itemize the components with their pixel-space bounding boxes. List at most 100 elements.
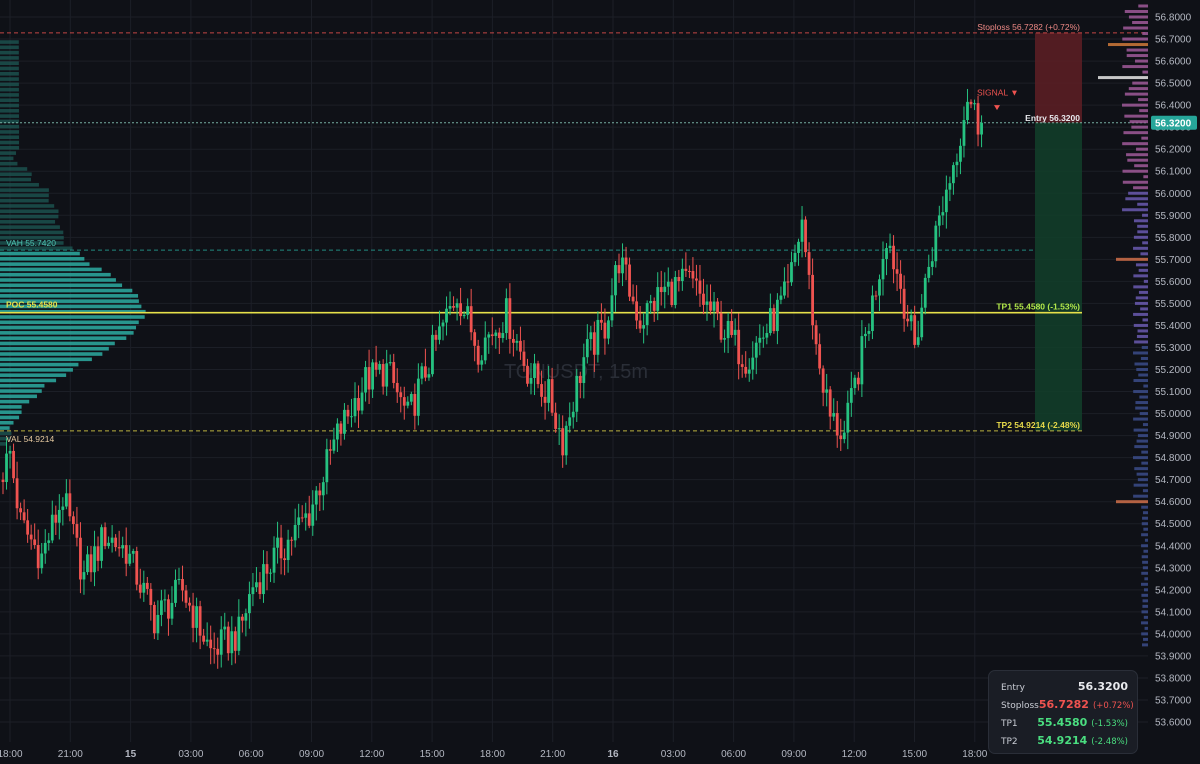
candle-body [318, 490, 322, 496]
candle [50, 500, 54, 544]
volume-profile-bar [0, 50, 19, 55]
candle [772, 304, 776, 334]
candle-body [705, 301, 709, 305]
candle [730, 309, 734, 338]
volume-profile-bar [0, 93, 19, 97]
candle-body [135, 550, 139, 585]
price-tick-label: 54.6000 [1155, 497, 1192, 508]
candle-body [614, 265, 617, 296]
candle-body [603, 322, 607, 339]
candle [966, 88, 969, 125]
trade-summary-panel: Entry 56.3200 Stoploss 56.7282 (+0.72%) … [988, 670, 1138, 754]
candle [543, 381, 547, 420]
candle-body [571, 411, 575, 418]
right-profile-bar [1142, 566, 1148, 570]
volume-profile-bar [0, 220, 56, 224]
candle [871, 285, 874, 340]
right-profile-bar [1141, 461, 1148, 465]
right-profile-bar [1142, 241, 1148, 245]
candle-body [522, 351, 526, 366]
volume-profile-bar [0, 135, 20, 140]
time-axis[interactable]: 18:00 21:00 15 03:00 06:00 09:00 12:00 15:00 18:… [0, 749, 988, 760]
candle [508, 283, 512, 354]
candle [441, 319, 445, 341]
candle [582, 343, 586, 399]
right-profile-bar [1124, 92, 1148, 96]
candle-body [487, 334, 491, 338]
candle [649, 294, 653, 314]
candle [233, 626, 237, 664]
time-tick-label: 15:00 [420, 749, 445, 760]
candle [167, 594, 170, 636]
candle [814, 320, 818, 355]
candle-body [508, 298, 512, 339]
candle-body [937, 215, 941, 226]
candle [360, 377, 364, 415]
volume-profile-bar [0, 114, 19, 118]
candle [740, 354, 744, 378]
candle-body [881, 258, 885, 280]
right-profile-bar [1133, 456, 1148, 460]
candle [920, 294, 924, 341]
candle-body [434, 334, 438, 340]
candle [191, 592, 195, 643]
candle-body [846, 402, 850, 433]
candle [406, 396, 410, 409]
candle [293, 508, 297, 548]
candle [61, 497, 65, 526]
candle [107, 536, 110, 549]
candle-body [462, 314, 466, 317]
candle [385, 349, 389, 396]
candle [779, 286, 783, 305]
candle-body [684, 268, 688, 271]
price-tick-label: 56.7000 [1155, 35, 1192, 46]
candle [828, 386, 832, 430]
volume-profile-bar [0, 45, 19, 50]
candle-body [501, 333, 505, 338]
candle [209, 625, 213, 665]
volume-profile-bar [0, 119, 19, 124]
price-tick-label: 55.2000 [1155, 365, 1192, 376]
right-profile-bar [1141, 571, 1148, 575]
right-profile-bar [1141, 505, 1148, 509]
price-tick-label: 55.3000 [1155, 343, 1192, 354]
volume-profile-bar [0, 66, 19, 71]
candle-body [240, 616, 244, 621]
candle-body [589, 332, 593, 340]
volume-profile-bar [0, 188, 49, 192]
candle-body [328, 449, 332, 451]
candle-body [768, 308, 772, 334]
candle-body [68, 493, 72, 517]
right-profile-bar [1141, 621, 1148, 625]
right-profile-bar [1143, 279, 1148, 283]
candle [695, 264, 698, 296]
candle-body [332, 439, 336, 451]
candle [973, 99, 976, 111]
volume-profile-bar [0, 368, 73, 372]
right-profile-bar [1137, 202, 1148, 206]
right-profile-bar [1142, 32, 1148, 36]
time-tick-label: 21:00 [540, 749, 565, 760]
volume-profile-bar [0, 283, 123, 288]
candle [547, 365, 550, 412]
price-axis-bg [1148, 0, 1200, 764]
candle-body [75, 524, 79, 538]
candle-body [666, 281, 670, 287]
candle-body [512, 338, 515, 343]
candle [663, 272, 667, 309]
candle [378, 360, 382, 375]
candle-body [959, 145, 962, 162]
panel-tp2-value: 54.9214 [1037, 734, 1088, 747]
current-price-badge [1151, 115, 1197, 130]
price-axis[interactable]: 56.800056.700056.600056.500056.400056.30… [1148, 0, 1200, 764]
candle-body [726, 320, 730, 339]
candle [976, 95, 980, 147]
candle-body [885, 248, 888, 259]
right-profile-bar [1124, 9, 1148, 13]
candle [589, 325, 593, 351]
level-labels: Stoploss 56.7282 (+0.72%) Entry 56.3200 TP… [6, 22, 1080, 444]
candle-body [202, 635, 206, 642]
candle-body [395, 382, 399, 393]
candle [469, 288, 473, 341]
